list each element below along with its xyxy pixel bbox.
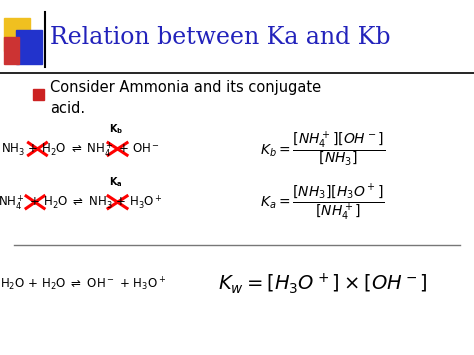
Text: $K_w = [H_3O^+]\times[OH^-]$: $K_w = [H_3O^+]\times[OH^-]$ (218, 272, 427, 296)
Text: $\mathbf{K_b}$: $\mathbf{K_b}$ (109, 122, 123, 136)
Text: NH$_3$ + H$_2$O $\rightleftharpoons$ NH$_4^+$ + OH$^-$: NH$_3$ + H$_2$O $\rightleftharpoons$ NH$… (1, 140, 160, 158)
Text: NH$_4^+$ + H$_2$O $\rightleftharpoons$ NH$_3$ + H$_3$O$^+$: NH$_4^+$ + H$_2$O $\rightleftharpoons$ N… (0, 193, 163, 212)
Text: $K_b = \dfrac{[NH_4^+][OH^-]}{[NH_3]}$: $K_b = \dfrac{[NH_4^+][OH^-]}{[NH_3]}$ (260, 130, 385, 168)
Text: $\mathbf{K_a}$: $\mathbf{K_a}$ (109, 175, 123, 189)
Text: Relation between Ka and Kb: Relation between Ka and Kb (50, 26, 390, 49)
Bar (4, 18, 30, 51)
Bar (16, 30, 42, 64)
Text: Consider Ammonia and its conjugate
acid.: Consider Ammonia and its conjugate acid. (50, 80, 321, 116)
Bar (33, 89, 44, 100)
Text: H$_2$O + H$_2$O $\rightleftharpoons$ OH$^-$ + H$_3$O$^+$: H$_2$O + H$_2$O $\rightleftharpoons$ OH$… (0, 275, 166, 293)
Text: $K_a = \dfrac{[NH_3][H_3O^+]}{[NH_4^+]}$: $K_a = \dfrac{[NH_3][H_3O^+]}{[NH_4^+]}$ (260, 182, 385, 223)
Bar (4, 37, 19, 64)
